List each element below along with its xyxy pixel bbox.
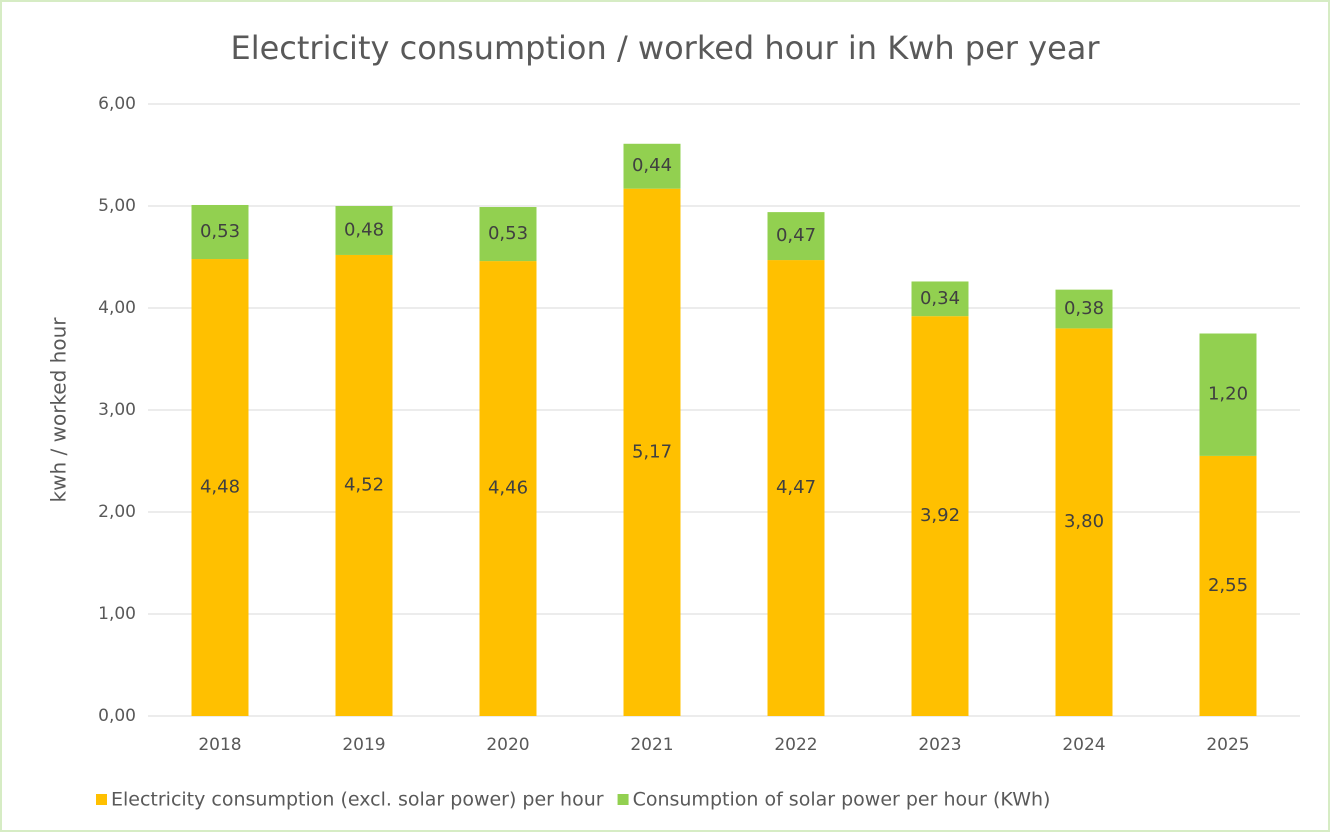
bar-segment [479, 261, 537, 716]
y-tick-label: 6,00 [98, 94, 136, 114]
legend-swatch [617, 794, 629, 805]
bar-segment [191, 259, 249, 716]
legend-swatch [96, 794, 107, 805]
bar-segment [479, 207, 537, 262]
y-tick-label: 4,00 [98, 298, 136, 318]
y-tick-label: 2,00 [98, 502, 136, 522]
x-tick-label: 2023 [918, 735, 961, 755]
data-label: 5,17 [632, 441, 672, 462]
x-tick-label: 2022 [774, 735, 817, 755]
bar-segment [1055, 289, 1113, 329]
data-label: 4,52 [344, 474, 384, 495]
data-label: 0,53 [488, 223, 528, 244]
bar-segment [911, 281, 969, 317]
data-label: 0,48 [344, 219, 384, 240]
data-label: 0,44 [632, 155, 672, 176]
y-tick-label: 5,00 [98, 196, 136, 216]
bar-segment [335, 254, 393, 716]
data-label: 2,55 [1208, 575, 1248, 596]
data-label: 0,38 [1064, 298, 1104, 319]
x-tick-label: 2021 [630, 735, 673, 755]
x-tick-label: 2018 [198, 735, 241, 755]
data-label: 4,48 [200, 477, 240, 498]
bar-segment [1055, 328, 1113, 716]
y-tick-label: 3,00 [98, 400, 136, 420]
data-label: 4,47 [776, 477, 816, 498]
bar-segment [767, 212, 825, 261]
x-tick-label: 2019 [342, 735, 385, 755]
bar-segment [767, 260, 825, 716]
bar-segment [1199, 455, 1257, 716]
bar-segment [623, 143, 681, 189]
x-tick-label: 2025 [1206, 735, 1249, 755]
data-label: 3,92 [920, 505, 960, 526]
y-tick-label: 1,00 [98, 604, 136, 624]
x-tick-label: 2024 [1062, 735, 1105, 755]
y-tick-label: 0,00 [98, 706, 136, 726]
y-axis-label: kwh / worked hour [47, 317, 71, 503]
bar-segment [1199, 333, 1257, 456]
data-label: 3,80 [1064, 511, 1104, 532]
data-label: 0,53 [200, 221, 240, 242]
x-tick-label: 2020 [486, 735, 529, 755]
data-label: 0,34 [920, 288, 960, 309]
bar-segment [623, 188, 681, 716]
legend-label: Consumption of solar power per hour (KWh… [633, 789, 1051, 811]
bar-segment [191, 204, 249, 260]
chart-title: Electricity consumption / worked hour in… [230, 29, 1100, 67]
bar-segment [911, 316, 969, 716]
data-label: 0,47 [776, 225, 816, 246]
data-label: 4,46 [488, 478, 528, 499]
data-label: 1,20 [1208, 384, 1248, 405]
bar-segment [335, 206, 393, 255]
legend-label: Electricity consumption (excl. solar pow… [111, 789, 604, 811]
